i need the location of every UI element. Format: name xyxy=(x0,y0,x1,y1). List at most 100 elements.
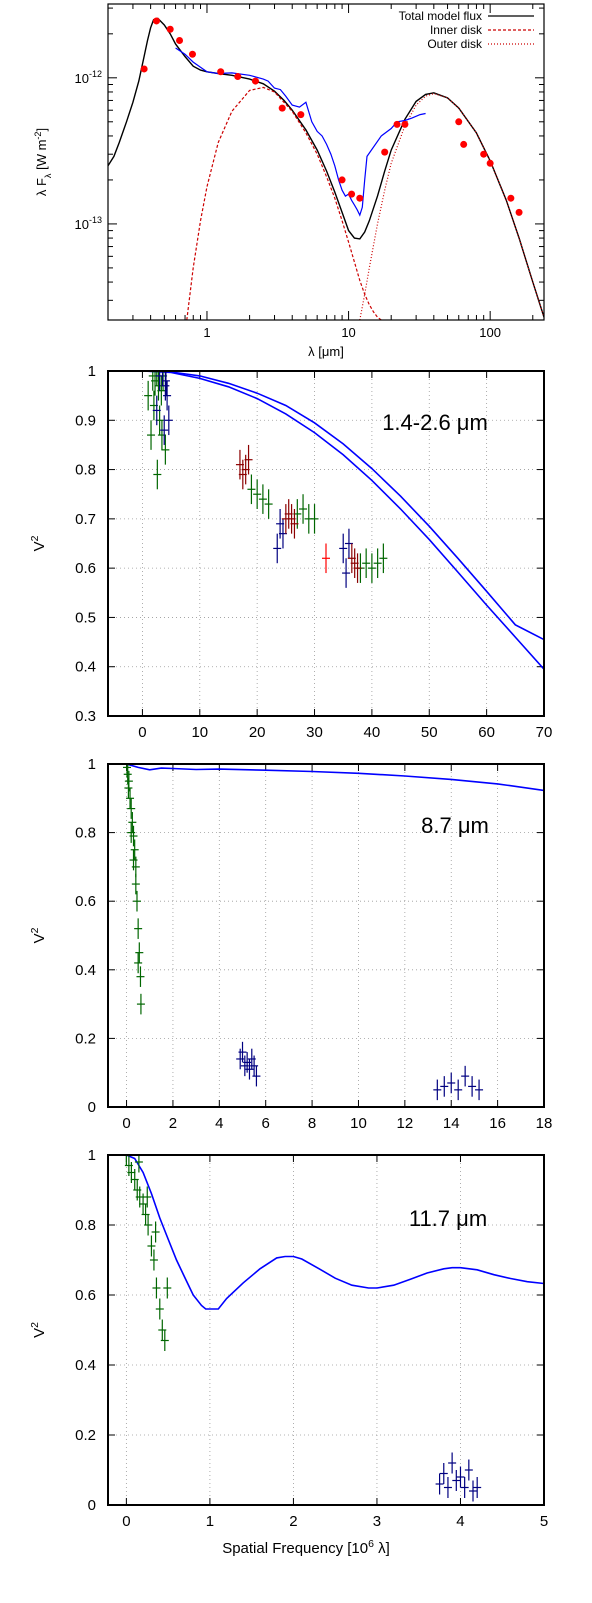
sed-legend-label: Outer disk xyxy=(427,37,483,51)
sed-frame xyxy=(107,3,545,321)
v2-wavelength-label: 8.7 μm xyxy=(421,813,489,838)
sed-photometry-point xyxy=(166,25,174,33)
v2-plot-area xyxy=(123,764,544,1101)
v2-y-tick-label: 0.4 xyxy=(75,659,96,676)
v2-y-tick-label: 0.4 xyxy=(75,962,96,979)
v2-y-tick-label: 0.5 xyxy=(75,609,96,626)
sed-y-tick-label: 10-12 xyxy=(75,69,102,86)
sed-spectrum-line xyxy=(175,47,426,217)
v2-x-tick-label: 0 xyxy=(122,1513,130,1530)
sed-photometry-point xyxy=(297,111,305,119)
sed-x-tick-label: 1 xyxy=(203,325,210,340)
v2-y-label: V2 xyxy=(29,927,48,943)
v2-x-tick-label: 20 xyxy=(249,724,266,741)
sed-photometry-point xyxy=(278,104,286,112)
v2-x-tick-label: 3 xyxy=(373,1513,381,1530)
v2-y-tick-label: 1 xyxy=(88,1147,96,1164)
sed-photometry-point xyxy=(217,68,225,76)
v2-model-line xyxy=(126,1155,544,1310)
v2-frame xyxy=(107,1154,545,1506)
sed-photometry-point xyxy=(348,190,356,198)
v2-y-tick-label: 0.8 xyxy=(75,462,96,479)
v2-wavelength-label: 11.7 μm xyxy=(409,1206,487,1231)
sed-x-tick-label: 100 xyxy=(479,325,501,340)
v2-x-tick-label: 2 xyxy=(289,1513,297,1530)
sed-photometry-point xyxy=(234,73,242,81)
sed-legend-label: Total model flux xyxy=(399,9,482,23)
sed-photometry-point xyxy=(460,140,468,148)
v2-y-tick-label: 0.4 xyxy=(75,1357,96,1374)
sed-photometry-point xyxy=(338,176,346,184)
sed-y-label: λ Fλ [W m-2] xyxy=(33,128,53,196)
v2-y-tick-label: 0.7 xyxy=(75,511,96,528)
v2-y-tick-label: 1 xyxy=(88,756,96,773)
v2-frame xyxy=(107,370,545,717)
v2-panel-2: 0 2 4 6 8 10 12 14 16 18 0 0.2 0.4 0.6 0.8 1 V2 8.7 μm xyxy=(29,756,552,1132)
v2-model-line xyxy=(142,371,544,670)
v2-x-tick-label: 16 xyxy=(489,1115,506,1132)
sed-photometry-point xyxy=(140,65,148,73)
v2-x-tick-label: 50 xyxy=(421,724,438,741)
sed-photometry-point xyxy=(401,120,409,128)
v2-x-label: Spatial Frequency [106 λ] xyxy=(222,1538,390,1557)
v2-x-tick-label: 2 xyxy=(169,1115,177,1132)
v2-y-label: V2 xyxy=(29,535,48,551)
sed-line-inner-disk xyxy=(186,86,382,320)
sed-legend-label: Inner disk xyxy=(430,23,483,37)
sed-photometry-point xyxy=(480,150,488,158)
v2-x-tick-label: 6 xyxy=(262,1115,270,1132)
v2-panel-3: 0 1 2 3 4 5 0 0.2 0.4 0.6 0.8 1 V2 Spatial Frequency … xyxy=(29,1147,548,1557)
sed-panel: 1 10 100 10-12 10-13 λ [μm] λ Fλ [W m-2] Total … xyxy=(33,3,545,359)
v2-x-tick-label: 14 xyxy=(443,1115,460,1132)
v2-frame xyxy=(107,763,545,1108)
v2-y-tick-label: 0.6 xyxy=(75,560,96,577)
sed-photometry-point xyxy=(455,118,463,126)
v2-y-tick-label: 0.8 xyxy=(75,1217,96,1234)
sed-line-outer-disk xyxy=(359,92,544,320)
v2-x-tick-label: 18 xyxy=(536,1115,553,1132)
v2-model-line xyxy=(142,371,544,641)
v2-x-tick-label: 0 xyxy=(122,1115,130,1132)
v2-x-tick-label: 8 xyxy=(308,1115,316,1132)
sed-photometry-point xyxy=(356,194,364,202)
sed-photometry-point xyxy=(486,159,494,167)
sed-photometry-point xyxy=(152,17,160,25)
sed-y-tick-label: 10-13 xyxy=(75,215,102,232)
sed-photometry-point xyxy=(515,208,523,216)
v2-y-tick-label: 0 xyxy=(88,1497,96,1514)
v2-x-tick-label: 70 xyxy=(536,724,553,741)
v2-y-tick-label: 0.2 xyxy=(75,1030,96,1047)
v2-x-tick-label: 60 xyxy=(478,724,495,741)
sed-photometry-point xyxy=(507,194,515,202)
v2-y-tick-label: 0 xyxy=(88,1099,96,1116)
v2-plot-area xyxy=(142,371,544,670)
sed-plot-area xyxy=(108,17,544,320)
v2-y-tick-label: 0.3 xyxy=(75,708,96,725)
sed-x-tick-label: 10 xyxy=(341,325,355,340)
v2-x-tick-label: 30 xyxy=(306,724,323,741)
v2-y-tick-label: 0.6 xyxy=(75,1287,96,1304)
v2-x-tick-label: 4 xyxy=(456,1513,464,1530)
sed-photometry-point xyxy=(176,37,184,45)
v2-x-tick-label: 12 xyxy=(397,1115,414,1132)
v2-x-tick-label: 0 xyxy=(138,724,146,741)
v2-y-tick-label: 0.9 xyxy=(75,412,96,429)
v2-y-tick-label: 0.6 xyxy=(75,893,96,910)
sed-photometry-point xyxy=(188,50,196,58)
v2-y-tick-label: 0.2 xyxy=(75,1427,96,1444)
v2-y-tick-label: 1 xyxy=(88,363,96,380)
v2-x-tick-label: 10 xyxy=(350,1115,367,1132)
v2-model-line xyxy=(126,764,544,792)
sed-photometry-point xyxy=(381,148,389,156)
v2-x-tick-label: 4 xyxy=(215,1115,223,1132)
v2-y-tick-label: 0.8 xyxy=(75,825,96,842)
sed-photometry-point xyxy=(393,120,401,128)
v2-x-tick-label: 1 xyxy=(206,1513,214,1530)
v2-x-tick-label: 40 xyxy=(364,724,381,741)
v2-x-tick-label: 5 xyxy=(540,1513,548,1530)
sed-line-total-model-flux xyxy=(108,17,544,318)
sed-photometry-point xyxy=(251,77,259,85)
v2-wavelength-label: 1.4-2.6 μm xyxy=(382,410,488,435)
v2-plot-area xyxy=(122,1155,544,1502)
